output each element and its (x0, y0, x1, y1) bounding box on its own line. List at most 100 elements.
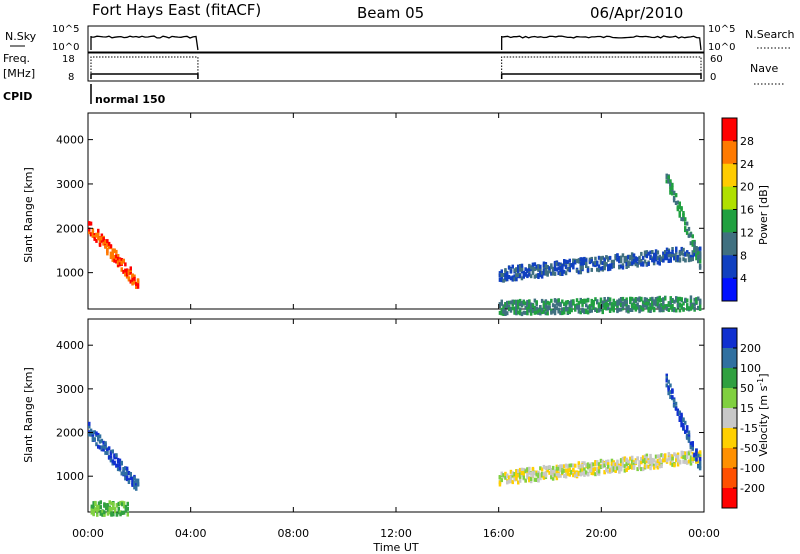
echo-cell (654, 256, 658, 261)
echo-cell (533, 267, 537, 271)
echo-cell (673, 308, 676, 312)
echo-cell (616, 466, 619, 471)
echo-cell (542, 265, 546, 270)
freq-unit-label: [MHz] (3, 67, 35, 80)
echo-cell (649, 250, 652, 255)
echo-cell (581, 258, 584, 263)
nsky-panel: N.Sky 10^5 10^0 10^5 10^0 N.Search (5, 24, 795, 53)
echo-cell (511, 275, 514, 280)
echo-cell (119, 501, 122, 506)
echo-cell (119, 512, 122, 517)
echo-cell (629, 254, 632, 259)
echo-cell (601, 303, 604, 308)
echo-cell (542, 268, 546, 273)
echo-cell (568, 307, 571, 312)
echo-cell (673, 452, 676, 457)
echo-cell (109, 255, 113, 259)
echo-cell (116, 260, 120, 265)
echo-cell (596, 471, 599, 476)
echo-cell (506, 277, 509, 282)
echo-cell (623, 302, 627, 307)
echo-cell (667, 175, 670, 180)
echo-cell (513, 310, 516, 315)
echo-cell (695, 252, 698, 257)
echo-cell (97, 444, 100, 449)
echo-cell (575, 305, 579, 310)
nsky-tick-bottom: 10^0 (52, 42, 79, 53)
echo-cell (674, 201, 678, 205)
echo-cell (673, 299, 676, 304)
echo-cell (572, 261, 575, 266)
echo-cell (675, 248, 678, 253)
echo-cell (511, 299, 514, 304)
echo-cell (662, 458, 665, 463)
echo-cell (520, 471, 524, 475)
echo-cell (121, 502, 124, 507)
echo-cell (643, 303, 647, 308)
station-title: Fort Hays East (fitACF) (92, 1, 261, 19)
echo-cell (507, 475, 511, 480)
echo-cell (684, 226, 687, 231)
echo-cell (597, 264, 601, 269)
echo-cell (664, 457, 667, 462)
echo-cell (555, 306, 559, 311)
echo-cell (581, 299, 584, 303)
echo-cell (509, 300, 513, 305)
echo-cell (634, 307, 638, 312)
echo-cell (563, 310, 566, 315)
echo-cell (676, 298, 680, 303)
echo-cell (594, 297, 597, 302)
echo-cell (509, 308, 513, 313)
echo-cell (108, 506, 111, 511)
power-colorbar-segment (722, 255, 737, 279)
echo-cell (99, 505, 102, 510)
echo-cell (122, 510, 126, 515)
echo-cell (697, 464, 700, 469)
echo-cell (585, 463, 588, 468)
echo-cell (697, 456, 700, 461)
echo-cell (540, 298, 544, 303)
echo-cell (612, 462, 615, 467)
echo-cell (127, 269, 131, 274)
echo-cell (656, 302, 660, 307)
echo-cell (97, 504, 101, 509)
echo-cell (563, 302, 566, 307)
echo-cell (91, 434, 95, 439)
echo-cell (540, 473, 544, 478)
echo-cell (686, 460, 689, 465)
echo-cell (698, 303, 702, 308)
echo-cell (682, 252, 685, 257)
echo-cell (122, 467, 125, 471)
echo-cell (511, 480, 514, 485)
echo-cell (651, 250, 654, 254)
echo-cell (698, 456, 702, 461)
echo-cell (680, 419, 683, 424)
power-colorbar-tick-label: 16 (740, 204, 754, 217)
echo-cell (564, 463, 568, 468)
echo-cell (133, 274, 136, 279)
echo-cell (682, 307, 685, 312)
echo-cell (662, 297, 665, 302)
echo-cell (649, 453, 652, 458)
y-tick-label: 3000 (56, 383, 84, 396)
echo-cell (678, 303, 682, 308)
echo-cell (553, 262, 557, 267)
echo-cell (607, 459, 610, 464)
echo-cell (585, 258, 588, 263)
echo-cell (627, 466, 630, 470)
echo-cell (662, 300, 665, 305)
echo-cell (528, 308, 531, 313)
echo-cell (529, 471, 533, 476)
echo-cell (531, 266, 535, 270)
echo-cell (515, 311, 518, 316)
echo-cell (695, 300, 698, 304)
echo-cell (590, 462, 593, 467)
echo-cell (524, 301, 527, 306)
freq-trace-segment (500, 73, 702, 79)
echo-cell (621, 463, 625, 468)
echo-cell (535, 306, 538, 311)
echo-cell (97, 507, 101, 512)
echo-cell (91, 233, 95, 238)
echo-cell (629, 308, 632, 312)
echo-cell (506, 474, 509, 479)
